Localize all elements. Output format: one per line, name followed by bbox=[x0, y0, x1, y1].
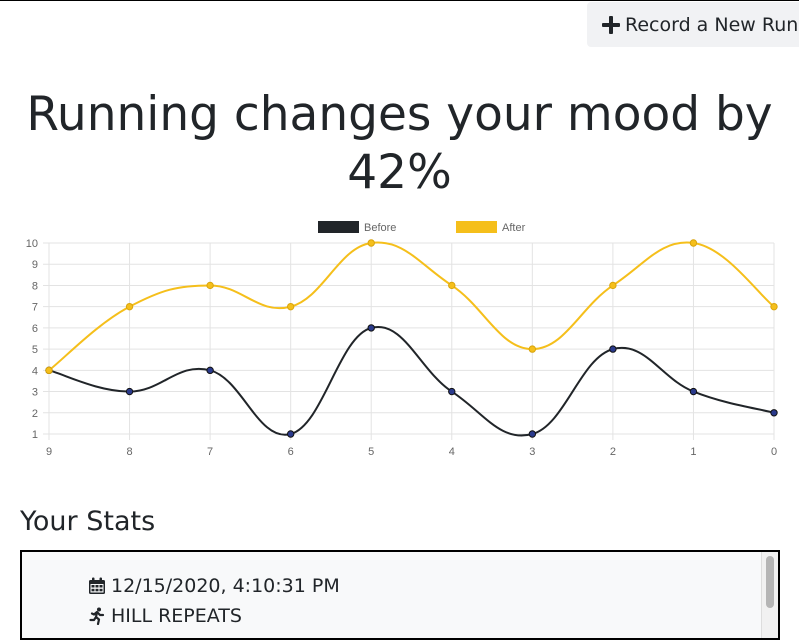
data-point-before[interactable] bbox=[286, 430, 295, 438]
data-point-before[interactable] bbox=[125, 387, 134, 396]
y-tick-label: 5 bbox=[32, 344, 38, 356]
y-tick-label: 7 bbox=[32, 302, 38, 314]
data-point-after[interactable] bbox=[367, 239, 375, 247]
running-icon bbox=[89, 607, 105, 625]
series-line-before bbox=[48, 325, 775, 437]
y-tick-label: 10 bbox=[26, 238, 38, 250]
series-line-after bbox=[48, 241, 775, 372]
stats-entry[interactable]: 12/15/2020, 4:10:31 PM HILL REPEATS bbox=[88, 571, 340, 631]
data-point-after[interactable] bbox=[448, 281, 456, 290]
chart-series bbox=[45, 239, 778, 438]
chart-legend: Before After bbox=[318, 221, 526, 234]
data-point-before[interactable] bbox=[206, 366, 214, 375]
y-tick-label: 4 bbox=[32, 365, 38, 377]
legend-item-after[interactable]: After bbox=[456, 221, 526, 234]
y-tick-label: 9 bbox=[32, 259, 38, 271]
plus-icon bbox=[602, 15, 620, 34]
stats-list[interactable]: 12/15/2020, 4:10:31 PM HILL REPEATS bbox=[20, 550, 780, 640]
data-point-after[interactable] bbox=[528, 345, 537, 353]
x-tick-label: 2 bbox=[610, 446, 616, 458]
y-tick-label: 1 bbox=[32, 429, 38, 441]
y-tick-label: 6 bbox=[32, 323, 38, 335]
data-point-before[interactable] bbox=[367, 324, 375, 332]
record-new-run-button[interactable]: Record a New Run bbox=[587, 2, 799, 47]
page-headline: Running changes your mood by 42% bbox=[0, 86, 799, 202]
legend-label: Before bbox=[364, 222, 396, 234]
x-tick-label: 1 bbox=[690, 446, 696, 458]
data-point-after[interactable] bbox=[206, 281, 214, 290]
x-tick-label: 4 bbox=[449, 446, 455, 458]
y-tick-label: 8 bbox=[32, 280, 38, 292]
data-point-after[interactable] bbox=[125, 302, 134, 311]
top-divider bbox=[0, 0, 799, 1]
stats-entry-workout-row: HILL REPEATS bbox=[88, 601, 340, 631]
calendar-icon bbox=[89, 577, 105, 594]
headline-percentage: 42% bbox=[347, 145, 452, 200]
stats-scrollbar[interactable] bbox=[761, 552, 778, 638]
chart-grid bbox=[43, 242, 775, 440]
stats-title: Your Stats bbox=[20, 506, 156, 537]
x-tick-label: 3 bbox=[529, 446, 535, 458]
x-tick-label: 9 bbox=[46, 446, 52, 458]
legend-label: After bbox=[502, 222, 526, 234]
y-axis-ticks: 1 2 3 4 5 6 7 8 9 10 bbox=[26, 238, 38, 441]
record-new-run-label: Record a New Run bbox=[625, 13, 799, 36]
data-point-after[interactable] bbox=[689, 239, 698, 247]
data-point-after[interactable] bbox=[286, 302, 295, 311]
y-tick-label: 3 bbox=[32, 387, 38, 399]
x-tick-label: 5 bbox=[368, 446, 374, 458]
headline-text: Running changes your mood by bbox=[26, 87, 773, 142]
y-tick-label: 2 bbox=[32, 408, 38, 420]
x-tick-label: 7 bbox=[207, 446, 213, 458]
legend-swatch bbox=[456, 221, 497, 233]
data-point-after[interactable] bbox=[45, 366, 53, 375]
stats-entry-date-row: 12/15/2020, 4:10:31 PM bbox=[88, 571, 340, 601]
legend-item-before[interactable]: Before bbox=[318, 221, 396, 234]
data-point-before[interactable] bbox=[448, 387, 456, 396]
data-point-before[interactable] bbox=[689, 387, 698, 396]
stats-entry-date: 12/15/2020, 4:10:31 PM bbox=[111, 575, 340, 597]
x-tick-label: 8 bbox=[126, 446, 132, 458]
data-point-before[interactable] bbox=[609, 345, 617, 353]
data-point-after[interactable] bbox=[609, 281, 617, 290]
legend-swatch bbox=[318, 221, 359, 233]
x-tick-label: 6 bbox=[288, 446, 294, 458]
data-point-before[interactable] bbox=[770, 409, 778, 417]
stats-scrollbar-thumb[interactable] bbox=[766, 556, 774, 608]
stats-entry-workout: HILL REPEATS bbox=[111, 605, 242, 627]
x-axis-ticks: 9 8 7 6 5 4 3 2 1 0 bbox=[46, 446, 777, 458]
x-tick-label: 0 bbox=[771, 446, 777, 458]
data-point-after[interactable] bbox=[770, 302, 778, 311]
data-point-before[interactable] bbox=[528, 430, 537, 438]
